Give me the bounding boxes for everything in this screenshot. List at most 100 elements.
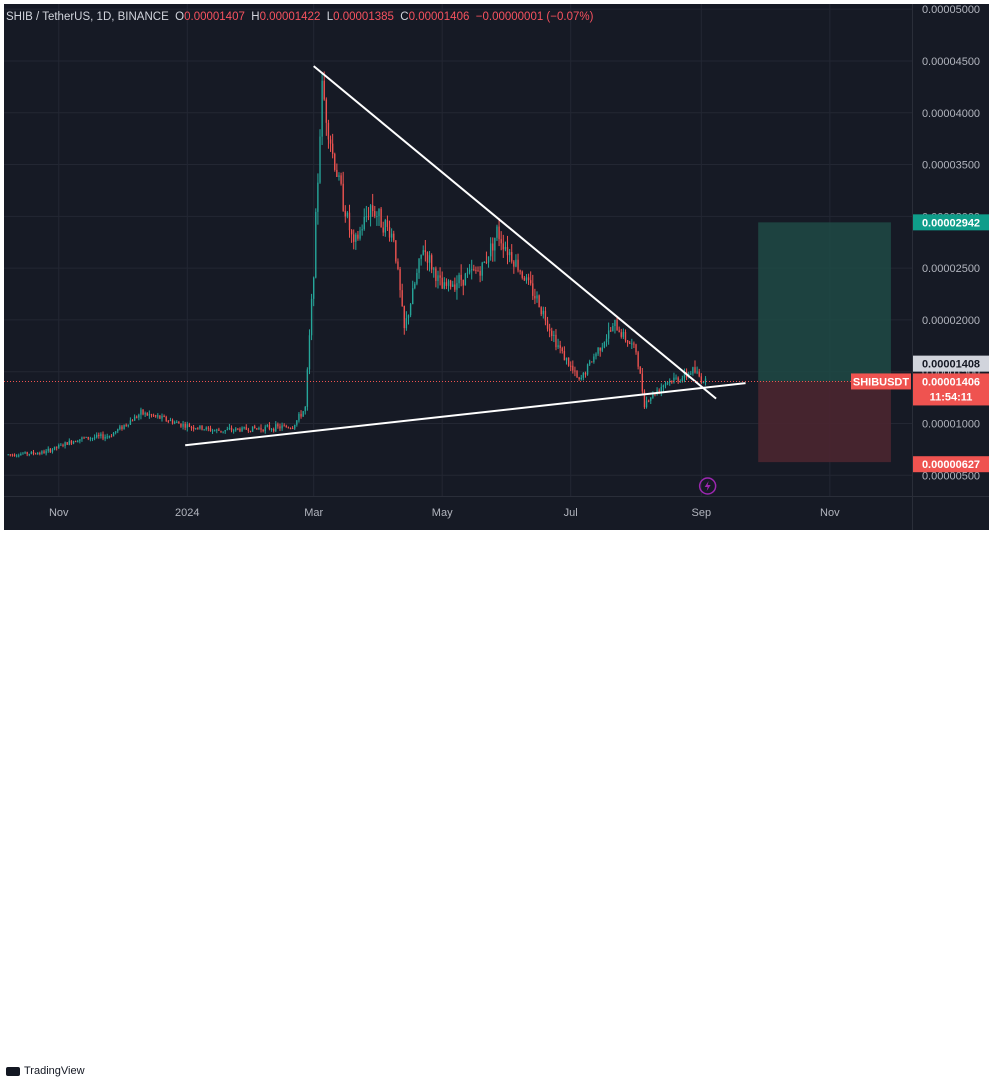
candle-body[interactable]	[523, 277, 526, 281]
candle-body[interactable]	[633, 343, 635, 345]
candle-body[interactable]	[41, 451, 43, 454]
candle-body[interactable]	[401, 290, 403, 307]
candle-body[interactable]	[260, 428, 262, 430]
candle-body[interactable]	[521, 271, 523, 278]
candle-body[interactable]	[281, 425, 283, 429]
candle-body[interactable]	[199, 425, 201, 429]
candle-body[interactable]	[338, 175, 340, 177]
candle-body[interactable]	[489, 243, 492, 257]
candle-body[interactable]	[180, 423, 182, 427]
candle-body[interactable]	[9, 454, 12, 456]
candle-body[interactable]	[123, 424, 125, 430]
candle-body[interactable]	[430, 255, 433, 270]
candle-body[interactable]	[359, 230, 361, 239]
candle-body[interactable]	[483, 261, 486, 263]
candle-body[interactable]	[133, 416, 136, 421]
resistance-trendline[interactable]	[313, 65, 717, 400]
candle-body[interactable]	[433, 268, 435, 270]
target-zone[interactable]	[758, 222, 891, 382]
candle-body[interactable]	[496, 226, 498, 238]
candle-body[interactable]	[294, 424, 296, 429]
candle-body[interactable]	[452, 284, 454, 287]
candle-body[interactable]	[298, 413, 300, 421]
candle-body[interactable]	[272, 428, 275, 432]
candle-body[interactable]	[437, 275, 439, 281]
candle-body[interactable]	[144, 413, 146, 415]
candle-body[interactable]	[536, 295, 538, 299]
candle-body[interactable]	[15, 455, 18, 457]
candle-body[interactable]	[167, 420, 170, 422]
candle-body[interactable]	[152, 415, 155, 417]
price-axis[interactable]	[912, 4, 989, 496]
candle-body[interactable]	[169, 420, 172, 422]
candle-body[interactable]	[471, 269, 473, 271]
candle-body[interactable]	[129, 420, 132, 425]
candle-body[interactable]	[291, 428, 294, 430]
candle-body[interactable]	[468, 269, 471, 273]
candle-body[interactable]	[544, 310, 547, 321]
candle-body[interactable]	[161, 416, 163, 419]
candle-body[interactable]	[119, 426, 121, 430]
candle-body[interactable]	[176, 421, 178, 423]
candle-body[interactable]	[567, 357, 570, 366]
candle-body[interactable]	[306, 369, 309, 407]
candle-body[interactable]	[283, 425, 285, 427]
candle-body[interactable]	[369, 205, 372, 217]
candle-body[interactable]	[315, 211, 317, 278]
candle-body[interactable]	[241, 427, 243, 432]
candle-body[interactable]	[47, 448, 49, 451]
candle-body[interactable]	[220, 430, 222, 432]
candle-body[interactable]	[367, 216, 370, 218]
candle-body[interactable]	[70, 440, 73, 444]
candle-body[interactable]	[664, 382, 667, 386]
candle-body[interactable]	[258, 428, 260, 430]
candle-body[interactable]	[645, 400, 648, 408]
candle-body[interactable]	[487, 256, 490, 263]
candle-body[interactable]	[30, 451, 33, 454]
candle-body[interactable]	[173, 422, 176, 424]
candle-body[interactable]	[247, 429, 250, 431]
candle-body[interactable]	[538, 295, 540, 308]
candle-body[interactable]	[205, 427, 207, 430]
candle-body[interactable]	[666, 382, 669, 384]
candle-body[interactable]	[7, 454, 9, 456]
candle-body[interactable]	[479, 270, 481, 276]
candle-body[interactable]	[677, 377, 679, 382]
candle-body[interactable]	[561, 348, 563, 352]
candle-body[interactable]	[534, 295, 536, 299]
candle-body[interactable]	[527, 277, 530, 281]
candle-body[interactable]	[310, 298, 313, 336]
candle-body[interactable]	[148, 414, 151, 416]
candle-body[interactable]	[445, 282, 448, 286]
candle-body[interactable]	[340, 175, 342, 184]
candle-body[interactable]	[209, 428, 212, 432]
candle-body[interactable]	[631, 343, 633, 345]
candle-body[interactable]	[279, 426, 281, 429]
candle-body[interactable]	[641, 373, 644, 392]
candle-body[interactable]	[532, 283, 534, 296]
candle-body[interactable]	[211, 430, 214, 432]
candle-body[interactable]	[498, 226, 500, 240]
candle-body[interactable]	[605, 338, 608, 342]
candle-body[interactable]	[98, 434, 100, 436]
candle-body[interactable]	[557, 345, 559, 348]
candle-body[interactable]	[117, 429, 119, 432]
candle-body[interactable]	[466, 272, 469, 274]
candle-body[interactable]	[382, 227, 384, 233]
candle-body[interactable]	[249, 430, 252, 432]
candle-body[interactable]	[416, 272, 418, 284]
candle-body[interactable]	[618, 330, 620, 333]
candle-body[interactable]	[304, 406, 306, 412]
candle-body[interactable]	[104, 436, 106, 439]
candle-body[interactable]	[182, 423, 184, 427]
candle-body[interactable]	[146, 413, 148, 416]
candle-body[interactable]	[449, 280, 452, 287]
candle-body[interactable]	[64, 442, 66, 446]
candle-body[interactable]	[127, 424, 129, 426]
candle-body[interactable]	[426, 252, 429, 263]
candle-body[interactable]	[456, 283, 458, 290]
candle-body[interactable]	[37, 453, 39, 455]
candle-body[interactable]	[140, 409, 142, 415]
candle-body[interactable]	[393, 233, 395, 241]
candle-body[interactable]	[93, 437, 96, 439]
